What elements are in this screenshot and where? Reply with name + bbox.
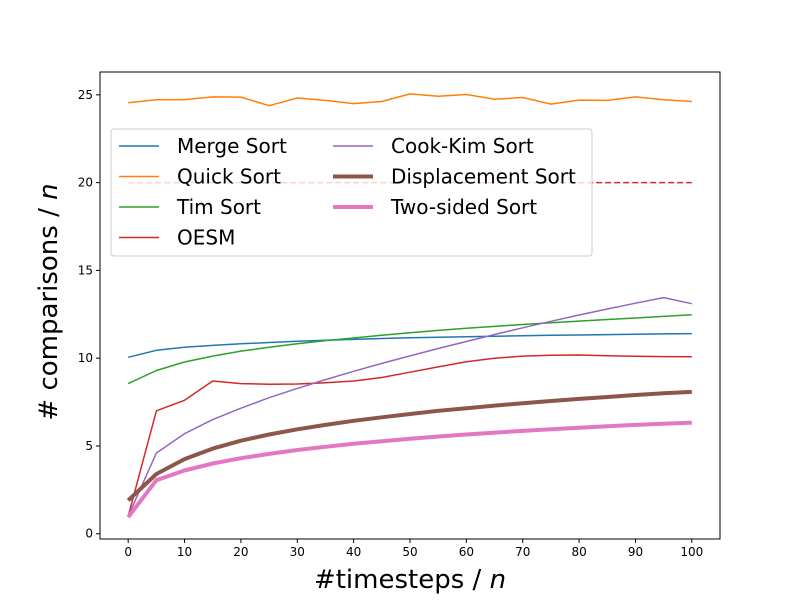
series-line-merge-sort	[128, 332, 692, 359]
x-axis-title-var: n	[490, 565, 506, 595]
legend: Merge Sort Quick Sort Tim Sort OESM Cook-Kim…	[110, 128, 593, 257]
x-tick-label: 50	[402, 545, 417, 559]
y-tick-label: 0	[85, 527, 93, 541]
legend-label-quick-sort: Quick Sort	[177, 165, 281, 189]
x-tick-label: 0	[124, 545, 132, 559]
ticks-layer: 0 10 20 30 40 50 60 70 80 90 100 0 5 10 15 20 25	[78, 88, 704, 559]
y-axis-title: # comparisons / n	[34, 183, 64, 420]
y-tick-label: 5	[85, 439, 93, 453]
series-line-oesm	[127, 354, 692, 517]
legend-label-two-sided-sort: Two-sided Sort	[390, 195, 537, 219]
x-axis-title: #timesteps / n	[314, 565, 506, 595]
legend-box	[110, 128, 593, 257]
legend-label-tim-sort: Tim Sort	[176, 195, 261, 219]
x-tick-label: 30	[290, 545, 305, 559]
series-line-quick-sort	[128, 93, 692, 107]
y-tick-label: 10	[78, 351, 93, 365]
x-tick-label: 20	[233, 545, 248, 559]
y-tick-label: 25	[78, 88, 93, 102]
y-axis-title-prefix: # comparisons /	[34, 200, 64, 421]
legend-label-merge-sort: Merge Sort	[177, 134, 287, 158]
x-tick-label: 80	[571, 545, 586, 559]
legend-label-displacement-sort: Displacement Sort	[391, 165, 576, 189]
series-line-cook-kim-sort	[127, 296, 692, 517]
x-tick-label: 100	[680, 545, 703, 559]
legend-label-oesm: OESM	[177, 226, 235, 250]
legend-label-cook-kim-sort: Cook-Kim Sort	[391, 134, 534, 158]
series-line-displacement-sort	[126, 389, 692, 502]
y-axis-title-var: n	[34, 183, 64, 199]
x-tick-label: 90	[628, 545, 643, 559]
x-tick-label: 70	[515, 545, 530, 559]
x-axis-title-prefix: #timesteps /	[314, 565, 490, 595]
y-tick-label: 15	[78, 263, 93, 277]
x-tick-label: 60	[459, 545, 474, 559]
x-tick-label: 40	[346, 545, 361, 559]
series-line-two-sided-sort	[126, 420, 692, 519]
series-layer	[126, 93, 692, 519]
series-line-tim-sort	[127, 314, 692, 385]
y-tick-label: 20	[78, 176, 93, 190]
x-tick-label: 10	[177, 545, 192, 559]
